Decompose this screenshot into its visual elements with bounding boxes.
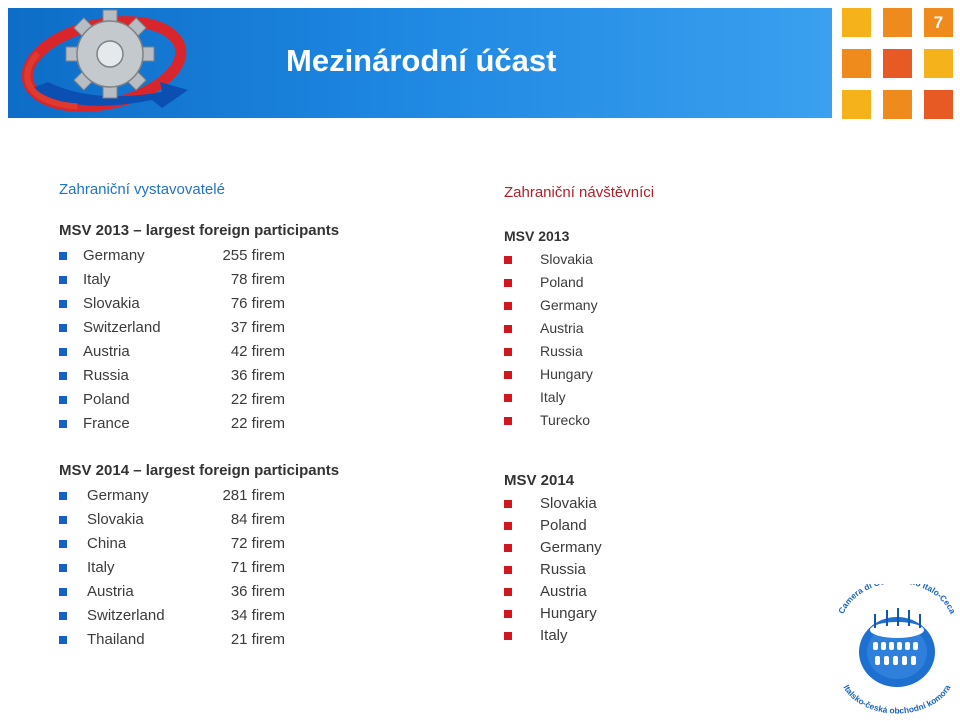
page-number-tile: 7 — [924, 8, 953, 37]
red-square-bullet-icon — [504, 588, 512, 596]
blue-square-bullet-icon — [59, 372, 67, 380]
list-item: Italy — [504, 627, 664, 649]
blue-square-bullet-icon — [59, 300, 67, 308]
exhibitors-2013-list: Germany 255 firem Italy 78 firem Slovakia 7… — [59, 247, 285, 439]
tile — [883, 90, 912, 119]
visitors-2013-header: MSV 2013 — [504, 228, 570, 244]
blue-square-bullet-icon — [59, 348, 67, 356]
red-square-bullet-icon — [504, 348, 512, 356]
slide-title: Mezinárodní účast — [286, 43, 557, 78]
blue-square-bullet-icon — [59, 540, 67, 548]
list-item: Poland — [504, 274, 664, 297]
list-item: Russia — [504, 343, 664, 366]
list-item: China 72 firem — [59, 535, 285, 559]
visitors-2013-list: Slovakia Poland Germany Austria Russia H… — [504, 251, 664, 435]
red-square-bullet-icon — [504, 566, 512, 574]
tile — [842, 8, 871, 37]
list-item: Hungary — [504, 366, 664, 389]
red-square-bullet-icon — [504, 302, 512, 310]
red-square-bullet-icon — [504, 500, 512, 508]
page-number: 7 — [933, 13, 944, 32]
list-item: Slovakia — [504, 495, 664, 517]
exhibitors-2014-header: MSV 2014 – largest foreign participants — [59, 462, 340, 479]
exhibitors-section-title: Zahraniční vystavovatelé — [59, 181, 225, 198]
list-item: Slovakia — [504, 251, 664, 274]
list-item: Switzerland 37 firem — [59, 319, 285, 343]
blue-square-bullet-icon — [59, 252, 67, 260]
exhibitors-2013-header: MSV 2013 – largest foreign participants — [59, 222, 340, 239]
visitors-2014-list: Slovakia Poland Germany Russia Austria H… — [504, 495, 664, 649]
list-item: Switzerland 34 firem — [59, 607, 285, 631]
blue-square-bullet-icon — [59, 612, 67, 620]
visitors-section-title: Zahraniční návštěvníci — [504, 184, 655, 201]
red-square-bullet-icon — [504, 610, 512, 618]
red-square-bullet-icon — [504, 632, 512, 640]
list-item: Italy 71 firem — [59, 559, 285, 583]
red-square-bullet-icon — [504, 394, 512, 402]
list-item: Austria 42 firem — [59, 343, 285, 367]
tile — [842, 90, 871, 119]
red-square-bullet-icon — [504, 522, 512, 530]
blue-square-bullet-icon — [59, 564, 67, 572]
blue-square-bullet-icon — [59, 588, 67, 596]
list-item: Germany 255 firem — [59, 247, 285, 271]
colosseum-logo-icon: Camera di Commercio Italo-Ceca Italsk — [834, 575, 960, 716]
exhibitors-2014-list: Germany 281 firem Slovakia 84 firem China 7… — [59, 487, 285, 655]
blue-square-bullet-icon — [59, 276, 67, 284]
list-item: Thailand 21 firem — [59, 631, 285, 655]
list-item: France 22 firem — [59, 415, 285, 439]
list-item: Slovakia 76 firem — [59, 295, 285, 319]
blue-square-bullet-icon — [59, 324, 67, 332]
list-item: Italy — [504, 389, 664, 412]
blue-square-bullet-icon — [59, 516, 67, 524]
list-item: Poland 22 firem — [59, 391, 285, 415]
list-item: Poland — [504, 517, 664, 539]
list-item: Russia — [504, 561, 664, 583]
tile — [883, 49, 912, 78]
blue-square-bullet-icon — [59, 396, 67, 404]
list-item: Hungary — [504, 605, 664, 627]
chamber-logo-text-bottom: Italsko-česká obchodní komora — [842, 683, 953, 716]
list-item: Austria — [504, 320, 664, 343]
list-item: Germany — [504, 297, 664, 320]
red-square-bullet-icon — [504, 325, 512, 333]
tile — [924, 49, 953, 78]
blue-square-bullet-icon — [59, 636, 67, 644]
list-item: Turecko — [504, 412, 664, 435]
list-item: Slovakia 84 firem — [59, 511, 285, 535]
blue-square-bullet-icon — [59, 492, 67, 500]
visitors-2014-header: MSV 2014 — [504, 472, 575, 489]
decorative-tile-grid: 7 — [842, 8, 954, 120]
list-item: Germany — [504, 539, 664, 561]
svg-text:Italsko-česká obchodní komora: Italsko-česká obchodní komora — [842, 683, 953, 716]
red-square-bullet-icon — [504, 544, 512, 552]
tile — [842, 49, 871, 78]
list-item: Russia 36 firem — [59, 367, 285, 391]
gear-logo-icon — [12, 4, 208, 120]
red-square-bullet-icon — [504, 417, 512, 425]
red-square-bullet-icon — [504, 279, 512, 287]
list-item: Italy 78 firem — [59, 271, 285, 295]
list-item: Austria 36 firem — [59, 583, 285, 607]
blue-square-bullet-icon — [59, 420, 67, 428]
red-square-bullet-icon — [504, 256, 512, 264]
tile — [924, 90, 953, 119]
tile — [883, 8, 912, 37]
red-square-bullet-icon — [504, 371, 512, 379]
list-item: Germany 281 firem — [59, 487, 285, 511]
list-item: Austria — [504, 583, 664, 605]
